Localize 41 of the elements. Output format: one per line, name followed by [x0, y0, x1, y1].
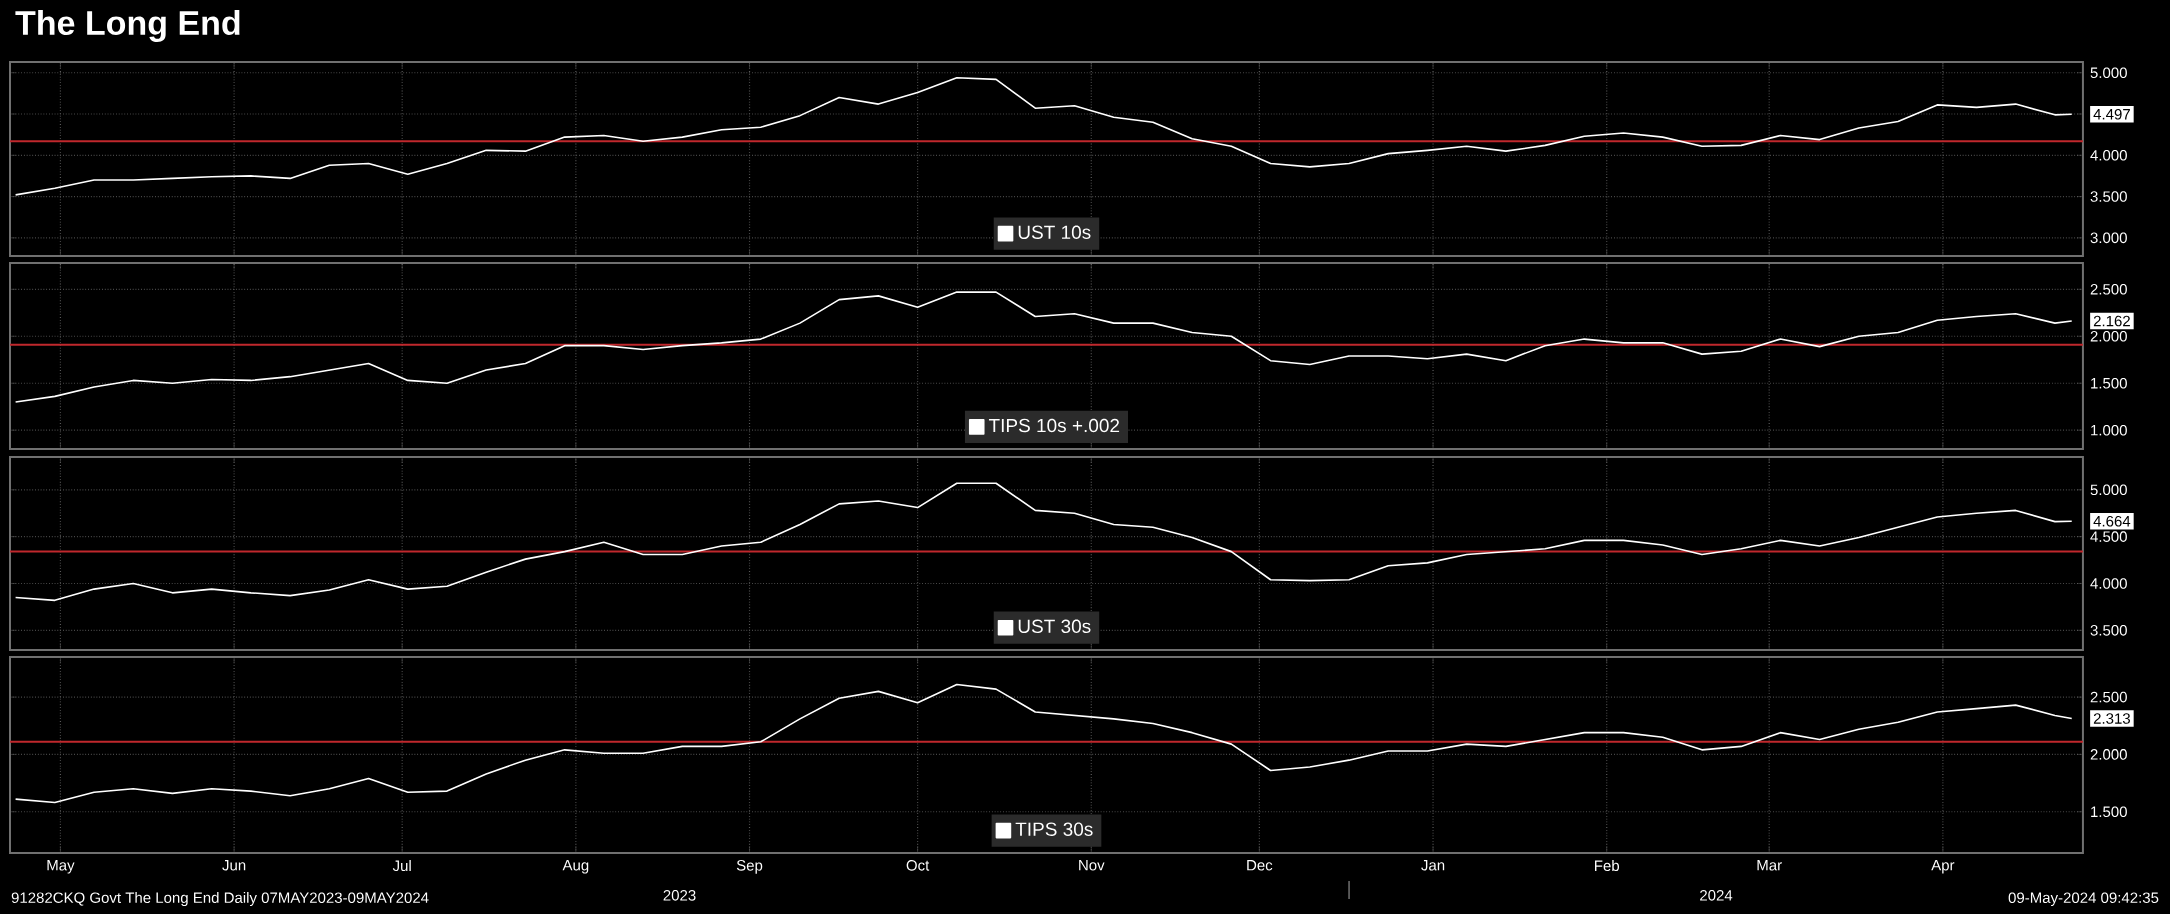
- x-tick-label: Mar: [1757, 860, 1782, 871]
- chart-title: The Long End: [15, 10, 240, 42]
- y-tick-label: 4.000: [2090, 578, 2127, 589]
- y-tick-label: 3.500: [2090, 625, 2127, 636]
- y-tick-label: 3.000: [2090, 232, 2127, 244]
- x-tick-label: Jul: [392, 860, 411, 872]
- annotation: 2.313: [2093, 713, 2131, 724]
- y-tick-label: 1.500: [2091, 806, 2127, 818]
- x-tick-label: Aug: [562, 860, 589, 874]
- line-series: [14, 76, 2073, 196]
- x-tick-label: Feb: [1595, 860, 1620, 872]
- y-tick-label: 4.000: [2090, 149, 2127, 161]
- y-tick-label: 5.000: [2090, 67, 2127, 79]
- text: 2023: [663, 890, 696, 901]
- y-tick-label: 2.500: [2090, 691, 2127, 703]
- text: 09-May-2024 09:42:35: [2008, 892, 2159, 906]
- x-tick-label: Jun: [222, 860, 246, 871]
- annotation: 4.497: [2093, 108, 2130, 120]
- y-tick-label: 2.000: [2090, 330, 2127, 342]
- y-tick-label: 5.000: [2090, 484, 2127, 496]
- legend-label: TIPS 10s +.002: [988, 418, 1120, 433]
- x-tick-label: May: [47, 860, 75, 874]
- y-tick-label: 2.000: [2090, 749, 2127, 760]
- x-tick-label: Nov: [1079, 860, 1105, 871]
- y-tick-label: 4.500: [2090, 531, 2127, 542]
- y-tick-label: 2.500: [2090, 283, 2127, 295]
- annotation: 2.162: [2093, 315, 2130, 327]
- x-tick-label: Sep: [736, 860, 763, 874]
- x-tick-label: Jan: [1421, 860, 1445, 871]
- text: 91282CKQ Govt The Long End Daily 07MAY2023-09MAY2024: [11, 891, 429, 906]
- x-tick-label: Apr: [1931, 860, 1955, 874]
- x-tick-label: Oct: [906, 860, 930, 871]
- legend-label: TIPS 30s: [1015, 822, 1093, 836]
- text: 2024: [1700, 890, 1733, 901]
- y-tick-label: 3.500: [2090, 191, 2127, 202]
- y-tick-label: 1.000: [2091, 424, 2127, 436]
- y-tick-label: 1.500: [2091, 377, 2127, 389]
- annotation: 4.664: [2093, 515, 2131, 527]
- legend-label: UST 30s: [1018, 619, 1091, 634]
- legend-label: UST 10s: [1018, 225, 1091, 239]
- x-tick-label: Dec: [1247, 860, 1273, 871]
